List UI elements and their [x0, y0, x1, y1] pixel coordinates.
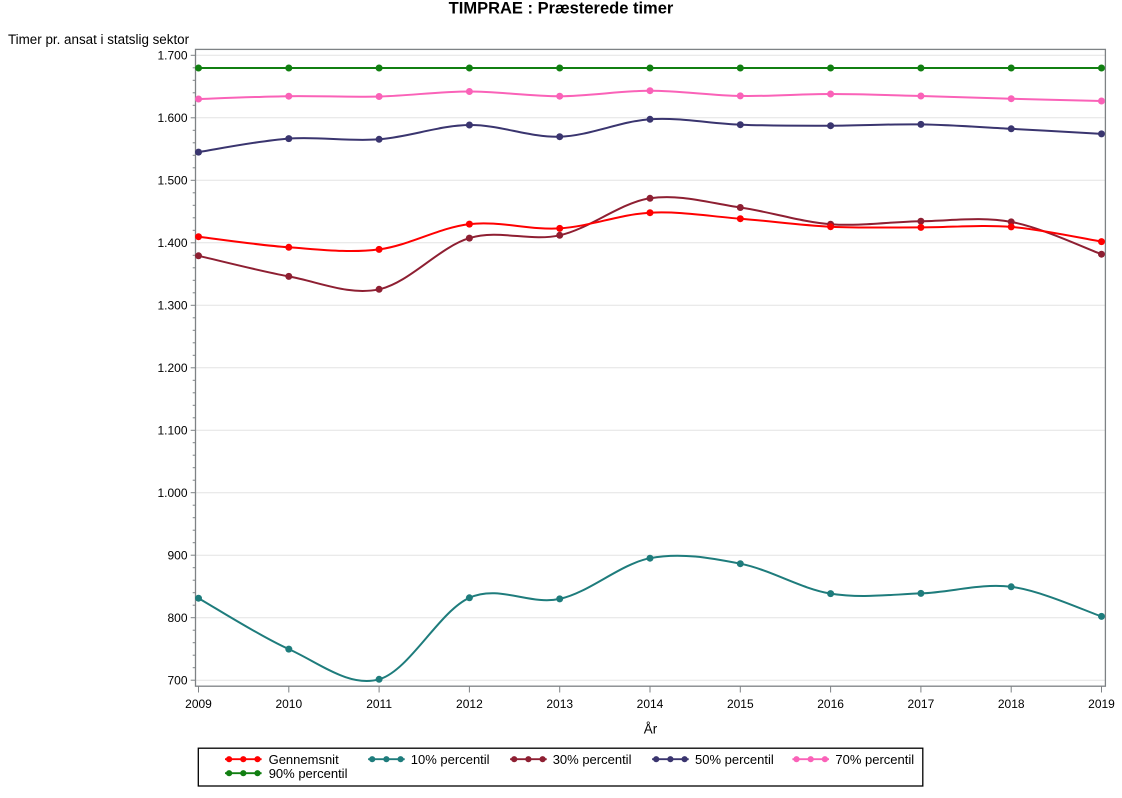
svg-text:2016: 2016 [817, 697, 844, 711]
svg-text:800: 800 [167, 611, 187, 625]
svg-text:1.000: 1.000 [157, 486, 187, 500]
svg-text:2010: 2010 [275, 697, 302, 711]
svg-text:1.100: 1.100 [157, 424, 187, 438]
svg-text:10% percentil: 10% percentil [411, 752, 490, 767]
svg-text:Gennemsnit: Gennemsnit [269, 752, 339, 767]
svg-text:900: 900 [167, 549, 187, 563]
svg-text:70% percentil: 70% percentil [835, 752, 914, 767]
svg-text:1.200: 1.200 [157, 361, 187, 375]
svg-text:1.600: 1.600 [157, 111, 187, 125]
svg-text:2009: 2009 [185, 697, 212, 711]
svg-text:30% percentil: 30% percentil [553, 752, 632, 767]
svg-text:2019: 2019 [1088, 697, 1115, 711]
svg-text:90% percentil: 90% percentil [269, 766, 348, 781]
svg-text:2018: 2018 [998, 697, 1025, 711]
svg-text:2017: 2017 [908, 697, 935, 711]
svg-text:2015: 2015 [727, 697, 754, 711]
svg-text:1.400: 1.400 [157, 236, 187, 250]
svg-text:Timer pr. ansat i statslig sek: Timer pr. ansat i statslig sektor [8, 32, 190, 47]
svg-text:1.500: 1.500 [157, 174, 187, 188]
svg-text:700: 700 [167, 674, 187, 688]
svg-text:TIMPRAE : Præsterede timer: TIMPRAE : Præsterede timer [449, 0, 674, 18]
svg-text:1.700: 1.700 [157, 49, 187, 63]
svg-text:2012: 2012 [456, 697, 483, 711]
svg-text:År: År [644, 722, 658, 737]
svg-text:1.300: 1.300 [157, 299, 187, 313]
svg-text:2011: 2011 [366, 697, 392, 711]
svg-text:2013: 2013 [546, 697, 573, 711]
svg-text:50% percentil: 50% percentil [695, 752, 774, 767]
svg-text:2014: 2014 [637, 697, 664, 711]
